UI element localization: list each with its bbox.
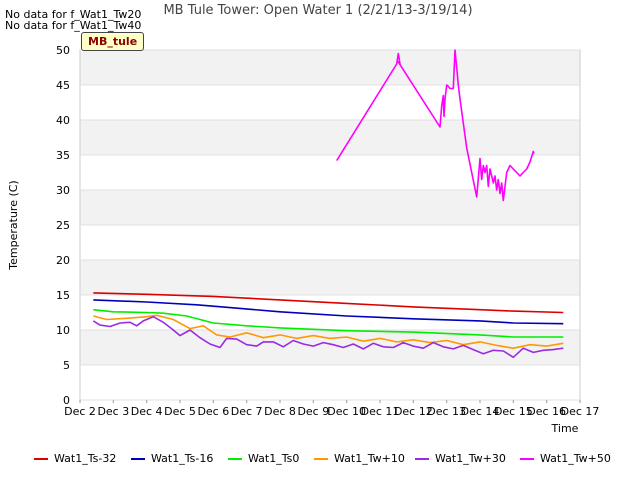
legend-swatch	[415, 458, 429, 460]
series-line-wat1-ts0	[93, 308, 564, 338]
legend-item: Wat1_Ts0	[228, 452, 299, 465]
x-tick-label: Dec 16	[527, 405, 566, 418]
x-tick-label: Dec 3	[97, 405, 129, 418]
legend-label: Wat1_Tw+10	[334, 452, 405, 465]
legend-item: Wat1_Ts-16	[131, 452, 213, 465]
x-tick-label: Dec 6	[197, 405, 229, 418]
legend-label: Wat1_Ts-16	[151, 452, 214, 465]
plot-band	[80, 365, 580, 400]
x-tick-label: Dec 13	[427, 405, 466, 418]
series-line-wat1-tw-10	[93, 314, 564, 350]
x-tick-label: Dec 15	[494, 405, 533, 418]
no-data-note: No data for f_Wat1_Tw20	[5, 8, 142, 21]
legend-item: Wat1_Tw+10	[314, 452, 405, 465]
legend-swatch	[131, 458, 145, 460]
y-axis-ticks: 0 5 10 15 20 25 30 35 40 45 50	[56, 44, 70, 407]
legend-item: Wat1_Ts-32	[34, 452, 116, 465]
legend-label: Wat1_Tw+50	[540, 452, 611, 465]
legend-swatch	[228, 458, 242, 460]
plot-band	[80, 50, 580, 85]
y-tick-label: 25	[56, 219, 70, 232]
plot-band	[80, 260, 580, 295]
no-data-note: No data for f_Wat1_Tw40	[5, 19, 142, 32]
y-tick-label: 5	[63, 359, 70, 372]
series-layer	[92, 49, 564, 359]
x-tick-label: Dec 17	[561, 405, 600, 418]
legend-swatch	[34, 458, 48, 460]
x-tick-label: Dec 7	[231, 405, 263, 418]
x-tick-label: Dec 2	[64, 405, 96, 418]
y-tick-label: 20	[56, 254, 70, 267]
x-tick-label: Dec 11	[361, 405, 400, 418]
y-tick-label: 10	[56, 324, 70, 337]
y-tick-label: 50	[56, 44, 70, 57]
x-axis-label: Time	[551, 422, 579, 435]
y-axis-label: Temperature (C)	[7, 180, 20, 270]
x-tick-label: Dec 9	[297, 405, 329, 418]
x-tick-label: Dec 4	[131, 405, 163, 418]
legend-item: Wat1_Tw+30	[415, 452, 506, 465]
legend-swatch	[314, 458, 328, 460]
series-line-wat1-tw-50	[336, 49, 535, 202]
site-badge: MB_tule	[81, 32, 145, 51]
x-tick-label: Dec 14	[461, 405, 500, 418]
x-tick-label: Dec 12	[394, 405, 433, 418]
legend-label: Wat1_Tw+30	[435, 452, 506, 465]
y-tick-label: 15	[56, 289, 70, 302]
y-tick-label: 30	[56, 184, 70, 197]
x-tick-label: Dec 5	[164, 405, 196, 418]
legend-swatch	[520, 458, 534, 460]
y-tick-label: 40	[56, 114, 70, 127]
legend-item: Wat1_Tw+50	[520, 452, 611, 465]
legend: Wat1_Ts-32 Wat1_Ts-16 Wat1_Ts0 Wat1_Tw+10 Wa…	[0, 452, 640, 470]
x-tick-label: Dec 10	[327, 405, 366, 418]
series-line-wat1-ts-16	[93, 299, 564, 325]
plot-band	[80, 85, 580, 120]
plot-band	[80, 225, 580, 260]
legend-label: Wat1_Ts0	[248, 452, 300, 465]
x-tick-label: Dec 8	[264, 405, 296, 418]
series-line-wat1-ts-32	[93, 292, 564, 314]
chart-title: MB Tule Tower: Open Water 1 (2/21/13-3/1…	[163, 3, 472, 18]
plot-band	[80, 190, 580, 225]
y-tick-label: 0	[63, 394, 70, 407]
x-axis-ticks: Dec 2 Dec 3 Dec 4 Dec 5 Dec 6 Dec 7 Dec 8 Dec 9…	[64, 400, 599, 418]
series-line-wat1-tw-30	[92, 315, 564, 359]
y-tick-label: 35	[56, 149, 70, 162]
y-tick-label: 45	[56, 79, 70, 92]
gridlines	[80, 49, 580, 401]
legend-label: Wat1_Ts-32	[54, 452, 117, 465]
plot-band	[80, 120, 580, 155]
